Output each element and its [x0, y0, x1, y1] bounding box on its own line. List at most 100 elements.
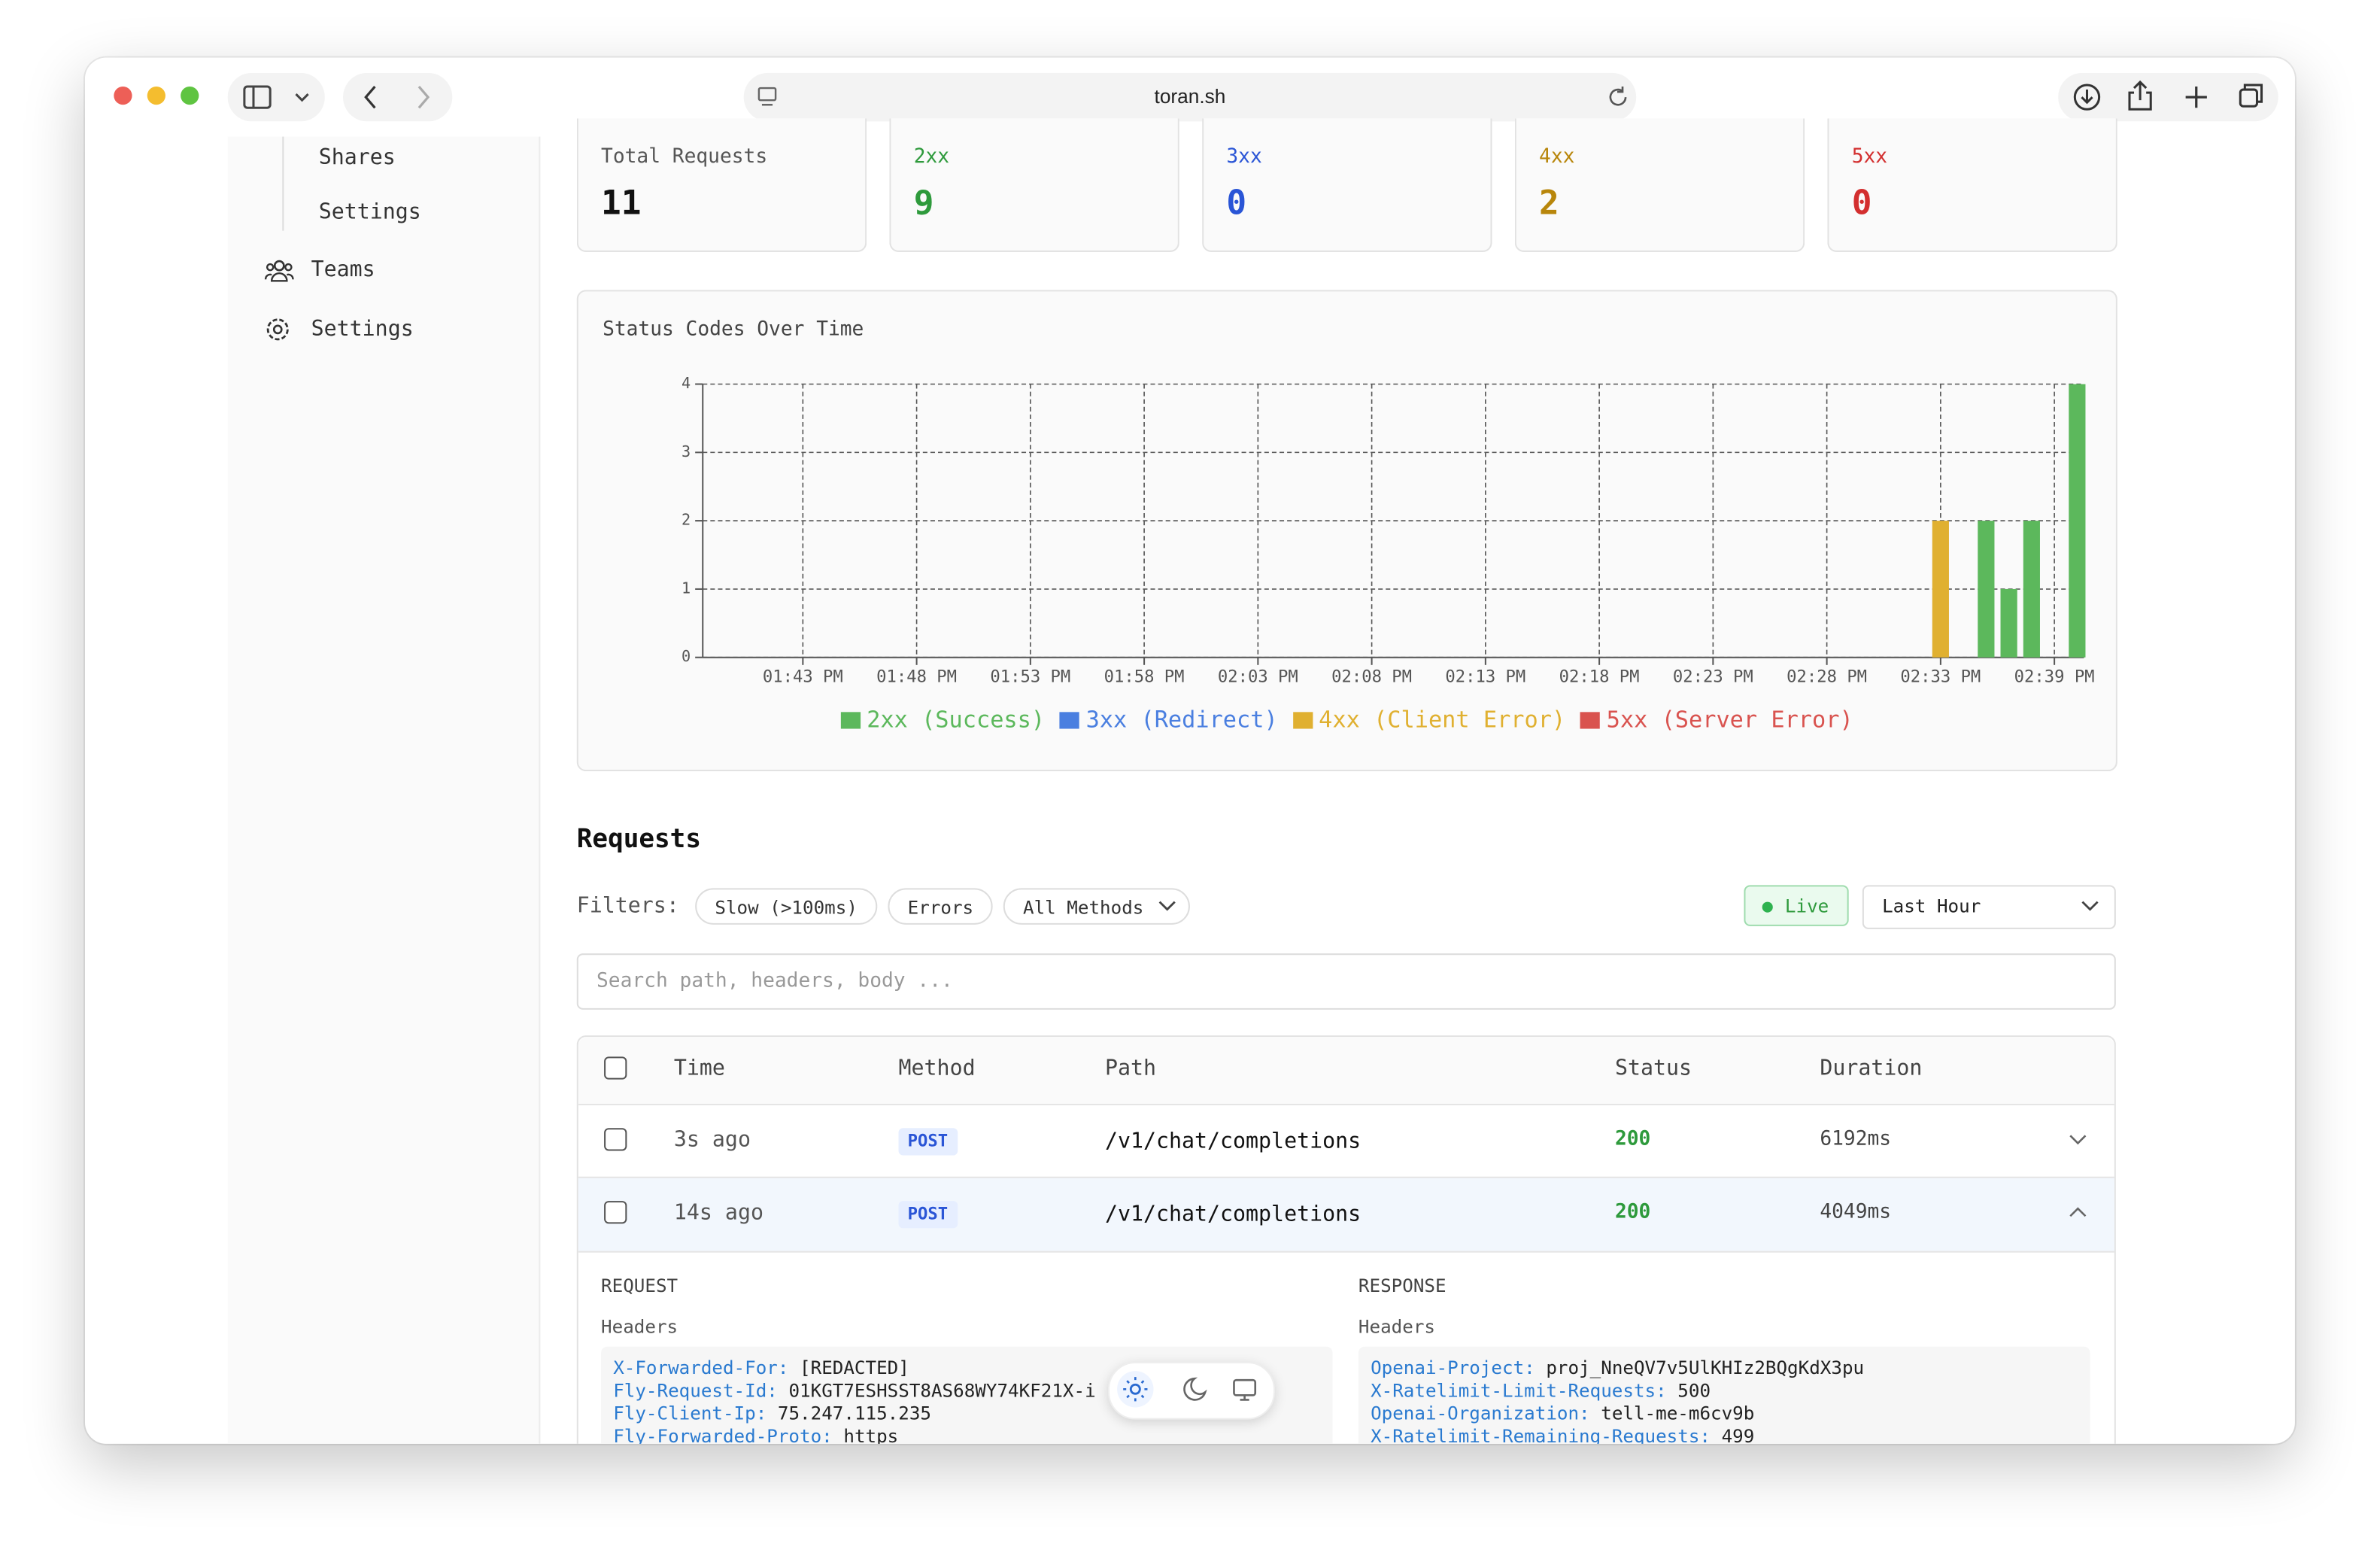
filter-slow[interactable]: Slow (>100ms)	[695, 888, 878, 925]
header-name: X-Forwarded-For:	[613, 1357, 789, 1379]
toolbar-left-controls	[227, 72, 453, 122]
legend-label: 4xx (Client Error)	[1319, 706, 1566, 734]
x-tick-label: 02:18 PM	[1559, 667, 1640, 686]
header-checkbox[interactable]	[604, 1056, 627, 1080]
header-value: [REDACTED]	[800, 1357, 909, 1379]
bar	[2000, 588, 2017, 658]
x-tick-label: 02:28 PM	[1787, 667, 1867, 686]
dark-button[interactable]	[1183, 1377, 1207, 1401]
nav-buttons	[343, 72, 453, 122]
range-chevron	[2081, 901, 2099, 911]
stat-card	[1202, 118, 1492, 252]
requests-table	[576, 1035, 2116, 1444]
legend-swatch	[1292, 711, 1313, 728]
close-button[interactable]	[114, 87, 132, 105]
row-duration: 6192ms	[1820, 1128, 1892, 1151]
search-input[interactable]	[576, 953, 2116, 1010]
stat-value: 9	[913, 185, 934, 223]
header-value: 01KGT7ESHSST8AS68WY74KF21X-i	[788, 1380, 1096, 1402]
stat-label: 3xx	[1226, 145, 1262, 169]
share-button[interactable]	[2128, 80, 2152, 111]
header-name: Fly-Forwarded-Proto:	[613, 1425, 833, 1444]
back-button[interactable]	[364, 85, 376, 109]
teams-icon	[264, 260, 294, 282]
header-value: tell-me-m6cv9b	[1601, 1403, 1755, 1424]
forward-button[interactable]	[417, 85, 430, 109]
search-placeholder: Search path, headers, body ...	[596, 970, 953, 993]
light-active	[1117, 1371, 1154, 1408]
light-button[interactable]	[1129, 1383, 1141, 1395]
downloads-button[interactable]	[2073, 84, 2101, 111]
x-tick-label: 02:39 PM	[2014, 667, 2095, 686]
x-tick-label: 01:48 PM	[876, 667, 957, 686]
filter-errors[interactable]: Errors	[888, 888, 994, 925]
chevron	[2069, 1207, 2087, 1217]
toolbar-right-bg	[2058, 72, 2278, 122]
request-headers-label: Headers	[601, 1316, 678, 1338]
x-tick-label: 02:08 PM	[1331, 667, 1412, 686]
header-value: 75.247.115.235	[777, 1403, 932, 1424]
zoom-button[interactable]	[181, 87, 199, 105]
address-bar[interactable]	[743, 72, 1637, 122]
monitor-stand	[1240, 1395, 1249, 1401]
row-toggle[interactable]	[2069, 1132, 2087, 1147]
legend-label: 2xx (Success)	[867, 706, 1046, 734]
x-tick-label: 01:53 PM	[990, 667, 1070, 686]
x-tick-label: 02:03 PM	[1218, 667, 1298, 686]
response-headers-label: Headers	[1358, 1316, 1435, 1338]
bar	[2069, 384, 2086, 658]
live-label: Live	[1784, 895, 1829, 917]
theme-icons	[1117, 1371, 1257, 1408]
sidebar-item[interactable]: Shares	[318, 145, 396, 170]
header-line: Openai-Organization: tell-me-m6cv9b	[1371, 1403, 1754, 1425]
header-value: 500	[1677, 1380, 1711, 1402]
table-header	[578, 1037, 2114, 1105]
row-time: 3s ago	[673, 1128, 751, 1153]
legend-item: 3xx (Redirect)	[1060, 706, 1278, 734]
legend-item: 5xx (Server Error)	[1580, 706, 1853, 734]
column-header: Time	[673, 1056, 725, 1081]
column-header: Duration	[1820, 1056, 1923, 1081]
sidebar-nav[interactable]: Settings	[311, 317, 414, 342]
range-value: Last Hour	[1882, 895, 1981, 917]
tree-line	[282, 136, 284, 231]
chevron	[2069, 1135, 2087, 1145]
range-select[interactable]	[1862, 885, 2116, 929]
page-icon	[757, 87, 777, 106]
sidebar-toggle[interactable]	[227, 72, 325, 122]
request-title: REQUEST	[601, 1275, 678, 1297]
y-tick-label: 4	[682, 374, 691, 392]
filters-label: Filters:	[576, 894, 679, 919]
sidebar-item[interactable]: Settings	[318, 200, 421, 225]
x-tick-label: 01:58 PM	[1104, 667, 1185, 686]
x-tick-label: 02:33 PM	[1900, 667, 1981, 686]
stat-label: Total Requests	[601, 145, 768, 169]
header-value: 499	[1721, 1425, 1755, 1444]
legend-label: 5xx (Server Error)	[1606, 706, 1853, 734]
minimize-button[interactable]	[147, 87, 165, 105]
row-time: 14s ago	[673, 1201, 763, 1226]
row-checkbox[interactable]	[604, 1128, 627, 1151]
header-line: Fly-Forwarded-Proto: https	[613, 1426, 898, 1444]
row-toggle[interactable]	[2069, 1205, 2087, 1220]
response-headers-box	[1358, 1346, 2090, 1444]
sidebar-nav[interactable]: Teams	[311, 258, 375, 283]
system-button[interactable]	[1233, 1378, 1257, 1396]
new-tab-button[interactable]	[2185, 87, 2207, 108]
column-header: Path	[1104, 1056, 1156, 1081]
header-name: X-Ratelimit-Limit-Requests:	[1371, 1380, 1667, 1402]
row-checkbox[interactable]	[604, 1201, 627, 1224]
method-badge: POST	[898, 1201, 958, 1229]
download-arrow	[2081, 90, 2093, 105]
y-tick-label: 0	[682, 647, 691, 665]
live-badge[interactable]	[1744, 885, 1849, 926]
sun-rays	[1123, 1377, 1148, 1402]
reload-button[interactable]	[1606, 85, 1630, 109]
filter-methods[interactable]: All Methods	[1003, 888, 1191, 925]
bar	[1932, 521, 1949, 658]
tabs-button[interactable]	[2239, 88, 2258, 108]
stat-card	[1514, 118, 1805, 252]
settings-icon	[266, 318, 289, 341]
column-header: Method	[898, 1056, 976, 1081]
